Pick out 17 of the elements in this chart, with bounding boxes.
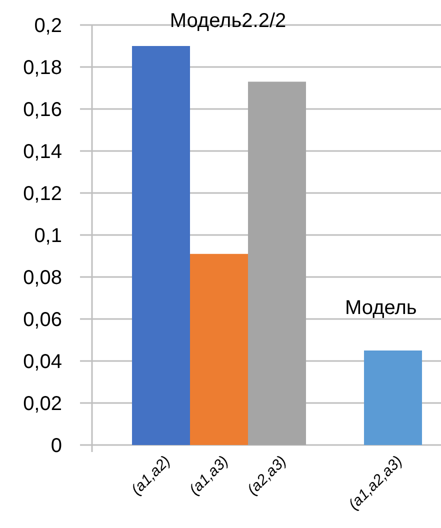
y-tick-label: 0,1 <box>34 225 62 247</box>
annotation: Модель <box>345 297 417 319</box>
y-tick-label: 0,06 <box>23 309 62 331</box>
bar <box>132 46 190 445</box>
bar <box>248 82 306 445</box>
y-tick-label: 0 <box>50 435 62 457</box>
y-tick-label: 0,02 <box>23 393 62 415</box>
bar <box>190 254 248 445</box>
y-tick-label: 0,04 <box>23 351 62 373</box>
y-tick-label: 0,16 <box>23 99 62 121</box>
y-tick-label: 0,14 <box>23 141 62 163</box>
y-tick-label: 0,12 <box>23 183 62 205</box>
annotation: Модель2.2/2 <box>170 10 286 32</box>
bar <box>364 350 422 445</box>
y-tick-label: 0,08 <box>23 267 62 289</box>
y-tick-label: 0,18 <box>23 57 62 79</box>
y-tick-label: 0,2 <box>34 15 62 37</box>
